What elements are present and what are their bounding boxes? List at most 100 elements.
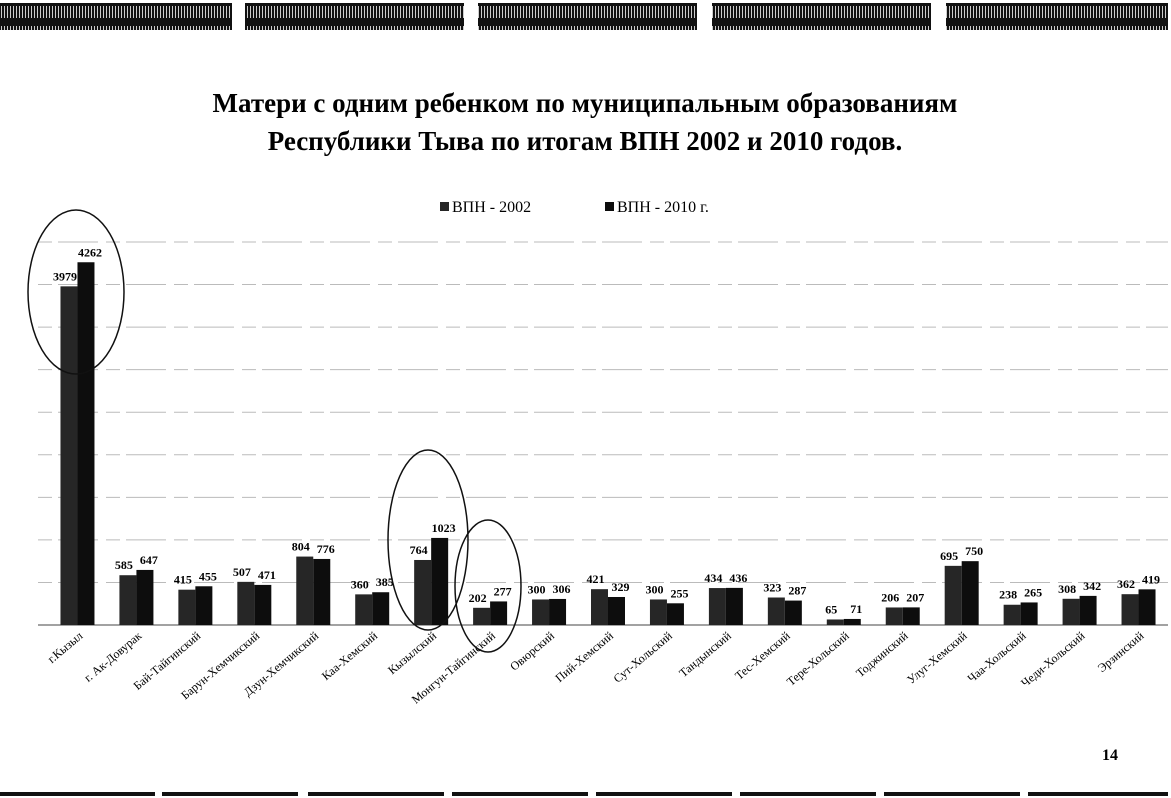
bar — [1020, 602, 1038, 625]
data-label: 255 — [670, 586, 688, 600]
data-label: 287 — [788, 584, 806, 598]
bar — [1121, 594, 1139, 625]
legend-swatch — [605, 202, 614, 211]
x-tick-label: Каа-Хемский — [319, 628, 381, 683]
bar — [178, 589, 196, 625]
data-label: 3979 — [53, 269, 77, 283]
x-tick-label: Сут-Хольский — [611, 628, 676, 685]
data-label: 385 — [376, 575, 394, 589]
x-tick-label: Кызылский — [385, 628, 440, 677]
bar — [784, 600, 802, 625]
highlight-ellipses — [27, 209, 522, 653]
chart-title: Республики Тыва по итогам ВПН 2002 и 201… — [268, 126, 902, 156]
data-label: 434 — [704, 571, 722, 585]
data-label: 265 — [1024, 585, 1042, 599]
bar — [77, 262, 95, 625]
bar — [372, 592, 390, 625]
legend-swatch — [440, 202, 449, 211]
data-label: 329 — [612, 580, 630, 594]
data-label: 750 — [965, 544, 983, 558]
bar — [961, 561, 979, 625]
chart-title: Матери с одним ребенком по муниципальным… — [213, 88, 958, 118]
data-label: 277 — [494, 584, 512, 598]
bar — [944, 565, 962, 625]
data-label: 1023 — [432, 521, 456, 535]
header-bars — [0, 3, 1168, 30]
bar — [708, 588, 726, 625]
bar — [549, 598, 567, 625]
bar — [136, 569, 154, 625]
data-label: 647 — [140, 553, 158, 567]
bar — [725, 587, 743, 625]
data-label: 471 — [258, 568, 276, 582]
data-label: 342 — [1083, 579, 1101, 593]
x-tick-label: Чеди-Хольский — [1018, 628, 1088, 690]
bar — [473, 607, 491, 625]
data-label: 71 — [850, 602, 862, 616]
bar — [532, 599, 550, 625]
bar — [1062, 598, 1080, 625]
x-tick-label: Пий-Хемский — [552, 628, 616, 685]
bar — [1003, 604, 1021, 625]
bar — [843, 618, 861, 625]
bar — [355, 594, 373, 625]
data-label: 421 — [587, 572, 605, 586]
x-tick-label: Эрзинский — [1095, 628, 1147, 675]
bar — [60, 286, 78, 625]
data-label: 455 — [199, 569, 217, 583]
page-number: 14 — [1102, 747, 1118, 764]
bar — [254, 584, 272, 625]
data-label: 206 — [881, 590, 899, 604]
legend-label: ВПН - 2002 — [452, 199, 531, 216]
footer-bars — [0, 792, 1168, 796]
data-label: 4262 — [78, 245, 102, 259]
data-label: 362 — [1117, 577, 1135, 591]
bar — [591, 589, 608, 625]
x-tick-label: Тес-Хемский — [732, 628, 793, 682]
data-label: 65 — [825, 602, 837, 616]
data-label: 507 — [233, 565, 251, 579]
x-tick-label: Чаа-Хольский — [965, 628, 1029, 685]
data-label: 695 — [940, 549, 958, 563]
x-tick-label: г.Кызыл — [45, 629, 86, 666]
bar — [313, 558, 331, 625]
data-label: 585 — [115, 558, 133, 572]
data-label: 776 — [317, 542, 335, 556]
data-label: 300 — [528, 582, 546, 596]
bar — [195, 586, 213, 625]
x-tick-label: Тере-Хольский — [784, 628, 852, 688]
data-label: 360 — [351, 577, 369, 591]
data-label: 323 — [763, 581, 781, 595]
bar — [885, 607, 903, 625]
bar — [431, 537, 449, 625]
data-label: 202 — [469, 591, 487, 605]
x-tick-label: Тандынский — [676, 628, 734, 680]
bar — [119, 575, 137, 625]
data-label: 764 — [410, 543, 428, 557]
bar — [490, 601, 508, 625]
bar — [902, 607, 920, 625]
x-tick-label: Улуг-Хемский — [904, 628, 970, 686]
bar — [649, 599, 667, 625]
bar — [826, 619, 844, 625]
data-label: 419 — [1142, 572, 1160, 586]
data-label: 436 — [729, 571, 747, 585]
data-label: 238 — [999, 588, 1017, 602]
data-label: 207 — [906, 590, 924, 604]
bar — [414, 559, 432, 625]
x-tick-label: Тоджинский — [853, 628, 911, 680]
x-tick-label: Овюрский — [507, 628, 557, 673]
data-label: 306 — [553, 582, 571, 596]
bar — [666, 603, 684, 625]
bar — [608, 596, 625, 625]
bar — [237, 581, 255, 625]
bar — [296, 556, 314, 625]
data-label: 804 — [292, 540, 310, 554]
data-label: 300 — [645, 582, 663, 596]
bar — [1079, 595, 1097, 625]
bar — [1138, 589, 1156, 625]
data-label: 415 — [174, 573, 192, 587]
bar — [767, 597, 785, 625]
